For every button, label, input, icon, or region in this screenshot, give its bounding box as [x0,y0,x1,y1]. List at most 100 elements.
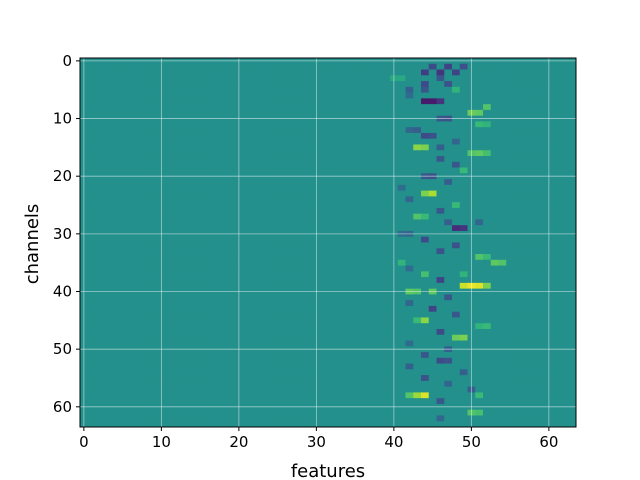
heatmap-cell [359,282,368,290]
heatmap-cell [289,415,298,422]
heatmap-cell [142,225,151,232]
heatmap-cell [537,184,546,192]
heatmap-cell [514,190,523,197]
heatmap-cell [498,167,507,174]
heatmap-cell [366,132,375,140]
heatmap-cell [204,86,213,93]
heatmap-cell [560,271,569,278]
heatmap-cell [196,386,205,393]
heatmap-cell [289,207,298,215]
heatmap-cell [452,248,461,255]
heatmap-cell [444,317,453,324]
heatmap-cell [335,369,344,376]
heatmap-cell [219,190,228,197]
heatmap-cell [506,92,515,99]
heatmap-cell [173,196,182,203]
heatmap-cell [297,317,306,324]
heatmap-cell [258,305,267,313]
heatmap-cell [242,202,251,209]
heatmap-cell [250,254,259,261]
heatmap-cell [343,196,352,203]
heatmap-cell [126,357,135,364]
heatmap-cell [351,334,360,341]
heatmap-cell [142,277,151,284]
heatmap-cell [204,184,213,192]
heatmap-cell [475,184,484,192]
heatmap-cell [273,375,282,382]
heatmap-cell [428,317,437,324]
heatmap-cell [227,282,236,290]
heatmap-cell [335,144,344,151]
heatmap-cell [242,409,251,416]
heatmap-cell [126,415,135,422]
heatmap-cell [180,317,189,324]
heatmap-cell [304,386,313,393]
heatmap-cell [568,392,577,399]
heatmap-cell [514,259,523,266]
heatmap-cell [351,254,360,261]
heatmap-cell [366,184,375,192]
heatmap-cell [126,392,135,399]
heatmap-cell [258,69,267,76]
heatmap-cell [343,271,352,278]
heatmap-cell [273,352,282,359]
heatmap-cell [273,259,282,266]
heatmap-cell [281,340,290,347]
heatmap-cell [382,81,391,88]
heatmap-cell [281,161,290,168]
heatmap-cell [498,63,507,70]
heatmap-cell [397,248,406,255]
heatmap-cell [289,392,298,399]
heatmap-cell [304,196,313,203]
heatmap-cell [436,81,445,88]
heatmap-cell [475,144,484,151]
heatmap-cell [111,352,120,359]
heatmap-cell [405,161,414,168]
heatmap-cell [444,161,453,168]
heatmap-cell [459,86,468,93]
heatmap-cell [506,334,515,341]
heatmap-cell [219,294,228,301]
heatmap-cell [506,386,515,393]
heatmap-cell [320,409,329,416]
heatmap-cell [568,271,577,278]
heatmap-cell [405,63,414,70]
heatmap-cell [258,184,267,192]
heatmap-cell [95,317,104,324]
heatmap-cell [405,323,414,330]
heatmap-cell [266,323,275,330]
heatmap-cell [328,300,337,307]
heatmap-cell [413,265,422,272]
heatmap-cell [560,421,569,428]
heatmap-cell [475,161,484,168]
heatmap-cell [165,311,174,318]
heatmap-cell [343,92,352,99]
heatmap-cell [211,98,220,105]
heatmap-cell [281,271,290,278]
heatmap-cell [521,127,530,134]
heatmap-cell [537,69,546,76]
heatmap-cell [258,277,267,284]
heatmap-cell [142,369,151,376]
heatmap-cell [242,92,251,99]
heatmap-cell [552,357,561,364]
heatmap-cell [266,132,275,140]
heatmap-cell [180,328,189,336]
heatmap-cell [413,86,422,93]
heatmap-cell [343,375,352,382]
heatmap-cell [366,357,375,364]
heatmap-cell [335,179,344,186]
heatmap-cell [211,144,220,151]
heatmap-cell [219,167,228,174]
heatmap-cell [281,294,290,301]
heatmap-cell [405,81,414,88]
heatmap-cell [281,184,290,192]
heatmap-cell [165,294,174,301]
heatmap-cell [95,63,104,70]
heatmap-cell [180,225,189,232]
heatmap-cell [273,254,282,261]
heatmap-cell [459,392,468,399]
heatmap-cell [421,75,430,82]
heatmap-cell [95,86,104,93]
heatmap-cell [142,363,151,370]
